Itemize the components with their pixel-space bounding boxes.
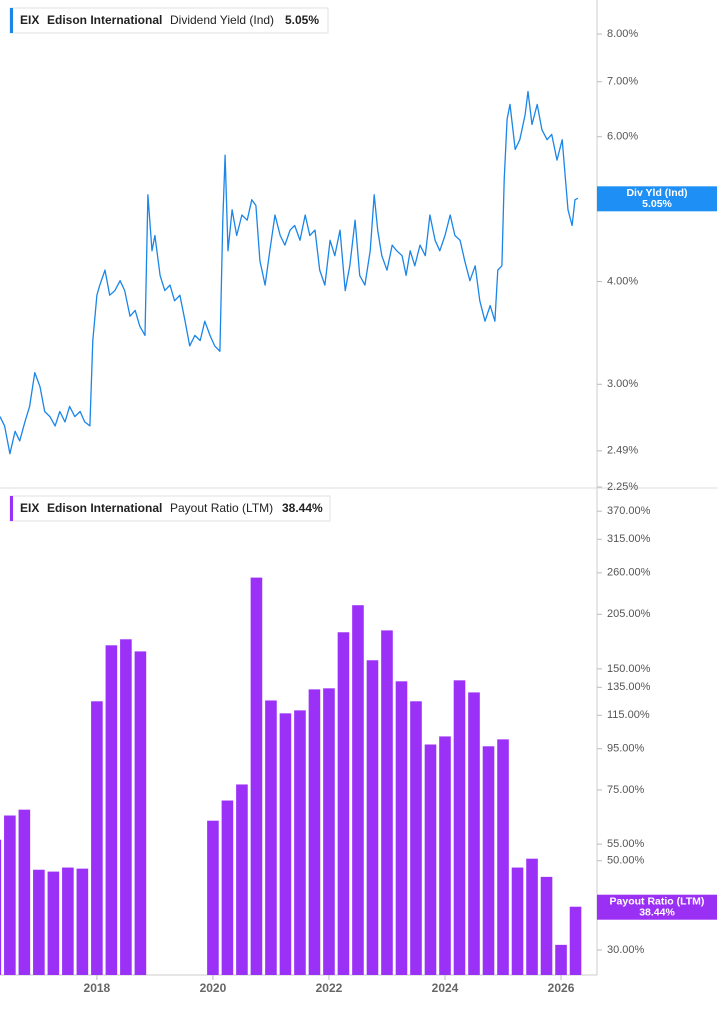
legend-metric: Dividend Yield (Ind): [170, 13, 274, 27]
legend-swatch: [10, 496, 13, 521]
bar: [250, 577, 263, 975]
bar: [236, 784, 248, 975]
bar: [439, 736, 451, 975]
y-tick-label: 370.00%: [607, 505, 651, 517]
bar: [352, 605, 364, 975]
legend-metric: Payout Ratio (LTM): [170, 501, 273, 515]
bar: [424, 744, 437, 975]
bar: [76, 868, 89, 975]
bar: [18, 809, 31, 975]
x-tick-label: 2022: [316, 981, 343, 995]
end-label-name: Payout Ratio (LTM): [610, 895, 705, 907]
bar: [381, 630, 393, 975]
y-tick-label: 2.25%: [607, 481, 638, 493]
bar: [120, 639, 132, 975]
bar: [337, 632, 350, 975]
bar: [540, 876, 553, 975]
end-label-box: [597, 894, 717, 920]
x-tick-label: 2026: [548, 981, 575, 995]
line-series: [0, 90, 579, 455]
y-tick-label: 6.00%: [607, 131, 638, 143]
bar: [410, 701, 422, 975]
y-tick-label: 95.00%: [607, 743, 645, 755]
line-panel: [0, 33, 602, 488]
bar: [468, 692, 480, 975]
bar: [91, 701, 103, 975]
y-tick-label: 205.00%: [607, 608, 651, 620]
y-tick-label: 135.00%: [607, 681, 651, 693]
bar: [453, 680, 466, 975]
bar: [395, 681, 408, 975]
y-tick-label: 30.00%: [607, 944, 645, 956]
legend-value: 5.05%: [285, 13, 319, 27]
bar: [105, 645, 118, 975]
legend-swatch: [10, 8, 13, 33]
bar: [33, 869, 45, 975]
y-tick-label: 315.00%: [607, 533, 651, 545]
bar: [265, 700, 277, 975]
bar: [221, 800, 234, 975]
x-tick-label: 2024: [432, 981, 459, 995]
bar: [279, 713, 292, 975]
legend-value: 38.44%: [282, 501, 323, 515]
bar: [47, 871, 60, 975]
y-tick-label: 7.00%: [607, 76, 638, 88]
y-tick-label: 75.00%: [607, 784, 645, 796]
bar-panel: [0, 510, 602, 975]
legend-company: Edison International: [47, 13, 162, 27]
y-tick-label: 55.00%: [607, 838, 645, 850]
end-label-value: 38.44%: [639, 906, 675, 918]
y-tick-label: 4.00%: [607, 275, 638, 287]
y-tick-label: 115.00%: [607, 709, 650, 721]
bar: [0, 839, 2, 975]
y-tick-label: 260.00%: [607, 567, 651, 579]
x-tick-label: 2020: [200, 981, 227, 995]
y-tick-label: 150.00%: [607, 663, 651, 675]
bar: [497, 739, 509, 975]
end-label-box: [597, 186, 717, 212]
legend-ticker: EIX: [20, 501, 39, 515]
bar: [323, 688, 335, 975]
y-tick-label: 8.00%: [607, 28, 638, 40]
bar: [366, 660, 379, 975]
bar: [134, 651, 147, 975]
bar: [482, 746, 495, 975]
legend-company: Edison International: [47, 501, 162, 515]
bar: [62, 867, 74, 975]
y-tick-label: 50.00%: [607, 855, 645, 867]
bar: [511, 867, 524, 975]
end-label-name: Div Yld (Ind): [626, 187, 687, 199]
bar: [308, 689, 321, 975]
bar: [526, 858, 538, 975]
bar: [555, 944, 567, 975]
y-tick-label: 2.49%: [607, 445, 638, 457]
legend-ticker: EIX: [20, 13, 39, 27]
end-label-value: 5.05%: [642, 198, 672, 210]
bar: [569, 906, 582, 975]
bar: [294, 710, 306, 975]
bar: [207, 820, 219, 975]
x-tick-label: 2018: [84, 981, 111, 995]
y-tick-label: 3.00%: [607, 378, 638, 390]
bar: [4, 815, 16, 975]
